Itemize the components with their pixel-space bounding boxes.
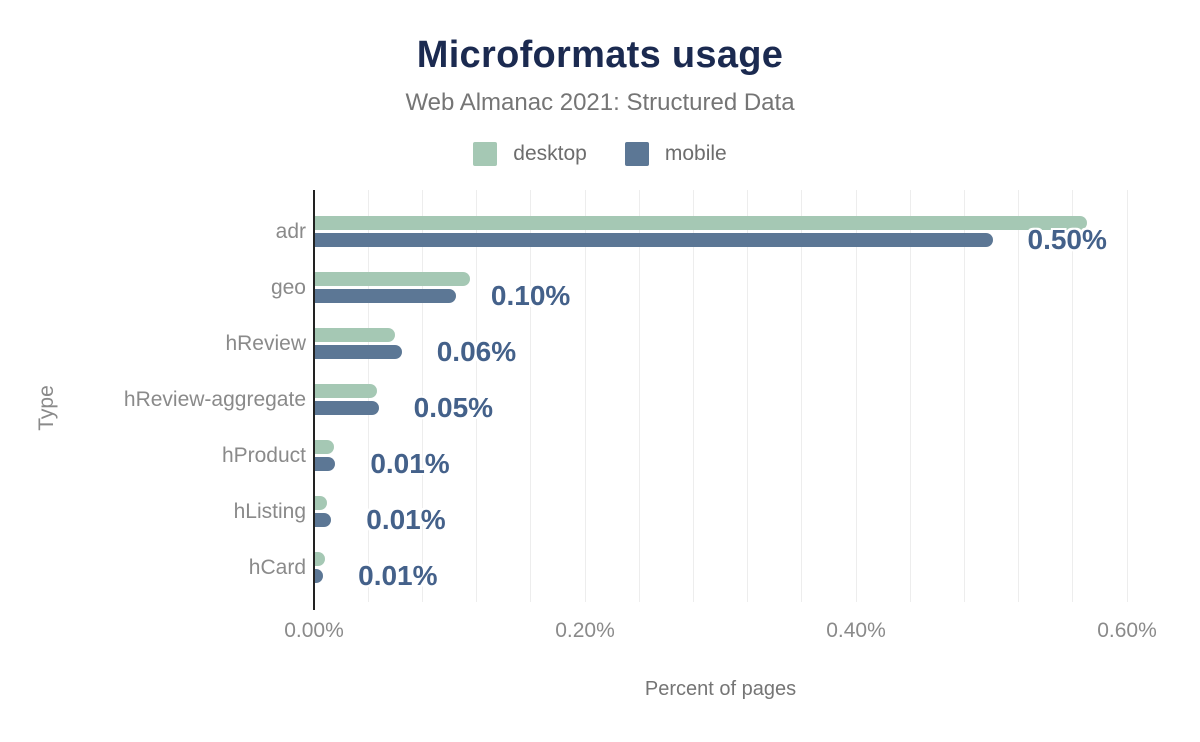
bar-desktop-adr [315,216,1088,230]
gridline [1018,190,1020,602]
desktop-swatch-icon [473,142,498,166]
bar-mobile-hListing [315,513,332,527]
plot-area: 0.50% 0.10% 0.06% 0.05% 0.01% 0.01% 0.01% [314,190,1128,602]
category-label-hReview: hReview [225,331,306,355]
value-label-hReview-aggregate: 0.05% [413,392,494,423]
legend-label-mobile: mobile [664,142,727,165]
category-label-hCard: hCard [248,555,306,579]
category-label-adr: adr [275,219,306,243]
bar-desktop-hReview [315,328,395,342]
gridline [1072,190,1074,602]
legend: desktop mobile [0,142,1200,166]
x-tick-0.60%: 0.60% [1097,619,1157,642]
x-axis-title: Percent of pages [644,678,797,700]
gridline [855,190,857,602]
bar-mobile-hReview [315,345,402,359]
value-label-adr: 0.50% [1027,224,1107,255]
gridline [801,190,803,602]
chart-title: Microformats usage [416,34,784,76]
x-tick-0.00%: 0.00% [284,619,344,642]
legend-label-desktop: desktop [513,142,587,165]
value-label-hProduct: 0.01% [370,448,450,479]
mobile-swatch-icon [624,142,649,166]
value-label-hCard: 0.01% [358,560,438,591]
gridline [747,190,749,602]
gridline [963,190,965,602]
bar-desktop-hCard [315,552,325,566]
value-label-hReview: 0.06% [436,336,517,367]
bar-desktop-hListing [315,496,328,510]
bar-mobile-hProduct [315,457,336,471]
gridline [692,190,694,602]
gridline [638,190,640,602]
gridline [584,190,586,602]
gridline [1126,190,1128,602]
x-tick-0.40%: 0.40% [826,619,886,642]
gridline [909,190,911,602]
bar-desktop-hProduct [315,440,334,454]
y-axis-title: Type [35,385,58,431]
category-label-geo: geo [270,275,306,299]
bar-mobile-hReview-aggregate [315,401,379,415]
bar-desktop-hReview-aggregate [315,384,378,398]
bar-mobile-hCard [315,569,324,583]
category-label-hListing: hListing [233,499,306,523]
legend-item-mobile: mobile [624,142,727,166]
legend-item-desktop: desktop [473,142,587,166]
category-label-hProduct: hProduct [221,443,306,467]
gridline [530,190,532,602]
value-label-geo: 0.10% [490,280,571,311]
chart-subtitle: Web Almanac 2021: Structured Data [405,89,795,116]
category-label-hReview-aggregate: hReview-aggregate [123,387,306,411]
gridline [421,190,423,602]
bar-desktop-geo [315,272,470,286]
bar-mobile-adr [315,233,993,247]
bar-mobile-geo [315,289,456,303]
x-tick-0.20%: 0.20% [555,619,615,642]
value-label-hListing: 0.01% [366,504,446,535]
y-axis-line [313,190,315,610]
gridline [476,190,478,602]
